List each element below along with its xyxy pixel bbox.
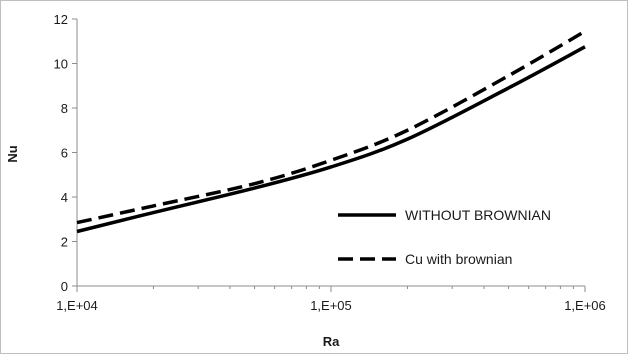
legend-label-cu-with-brownian: Cu with brownian bbox=[405, 251, 512, 267]
y-tick-labels: 0 2 4 6 8 10 12 bbox=[54, 12, 68, 294]
x-tick-labels: 1,E+04 1,E+05 1,E+06 bbox=[56, 298, 606, 313]
axes bbox=[72, 18, 586, 292]
y-axis-title: Nu bbox=[5, 145, 20, 162]
series-line-cu-with-brownian bbox=[76, 29, 586, 225]
y-tick-label: 4 bbox=[61, 190, 68, 205]
y-tick-label: 0 bbox=[61, 279, 68, 294]
y-tick-label: 6 bbox=[61, 146, 68, 161]
series-lines bbox=[76, 29, 586, 234]
legend-label-without-brownian: WITHOUT BROWNIAN bbox=[405, 207, 551, 223]
x-tick-label: 1,E+04 bbox=[56, 298, 98, 313]
y-tick-label: 12 bbox=[54, 12, 68, 27]
y-tick-label: 8 bbox=[61, 101, 68, 116]
x-axis-title: Ra bbox=[323, 334, 340, 349]
y-tick-label: 10 bbox=[54, 57, 68, 72]
x-tick-label: 1,E+06 bbox=[564, 298, 606, 313]
legend: WITHOUT BROWNIAN Cu with brownian bbox=[338, 207, 551, 267]
y-tick-label: 2 bbox=[61, 235, 68, 250]
series-line-without-brownian bbox=[76, 45, 586, 234]
x-tick-label: 1,E+05 bbox=[310, 298, 352, 313]
